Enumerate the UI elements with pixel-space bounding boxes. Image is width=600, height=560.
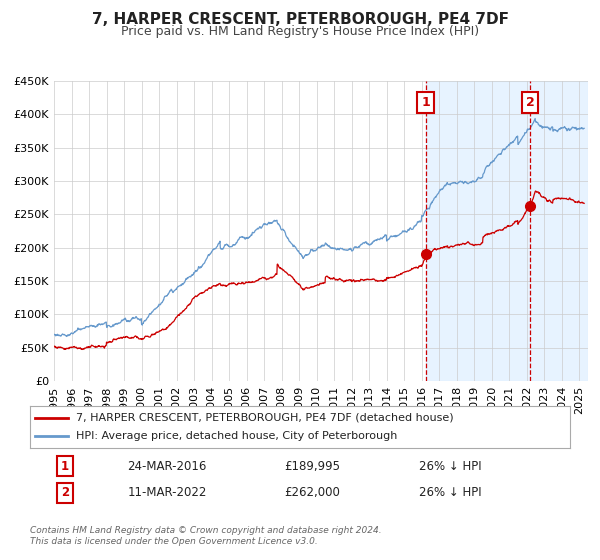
Text: 2: 2	[61, 487, 69, 500]
Text: 26% ↓ HPI: 26% ↓ HPI	[419, 487, 481, 500]
Text: Price paid vs. HM Land Registry's House Price Index (HPI): Price paid vs. HM Land Registry's House …	[121, 25, 479, 38]
Bar	[425, 81, 588, 381]
Text: 26% ↓ HPI: 26% ↓ HPI	[419, 460, 481, 473]
Text: 2: 2	[526, 96, 535, 109]
Text: 7, HARPER CRESCENT, PETERBOROUGH, PE4 7DF (detached house): 7, HARPER CRESCENT, PETERBOROUGH, PE4 7D…	[76, 413, 454, 423]
Text: 7, HARPER CRESCENT, PETERBOROUGH, PE4 7DF: 7, HARPER CRESCENT, PETERBOROUGH, PE4 7D…	[91, 12, 509, 27]
Text: Contains HM Land Registry data © Crown copyright and database right 2024.
This d: Contains HM Land Registry data © Crown c…	[30, 526, 382, 546]
Text: HPI: Average price, detached house, City of Peterborough: HPI: Average price, detached house, City…	[76, 431, 397, 441]
Text: 11-MAR-2022: 11-MAR-2022	[127, 487, 206, 500]
Text: 24-MAR-2016: 24-MAR-2016	[127, 460, 206, 473]
Text: 1: 1	[61, 460, 69, 473]
Text: 1: 1	[421, 96, 430, 109]
Text: £189,995: £189,995	[284, 460, 340, 473]
Text: £262,000: £262,000	[284, 487, 340, 500]
